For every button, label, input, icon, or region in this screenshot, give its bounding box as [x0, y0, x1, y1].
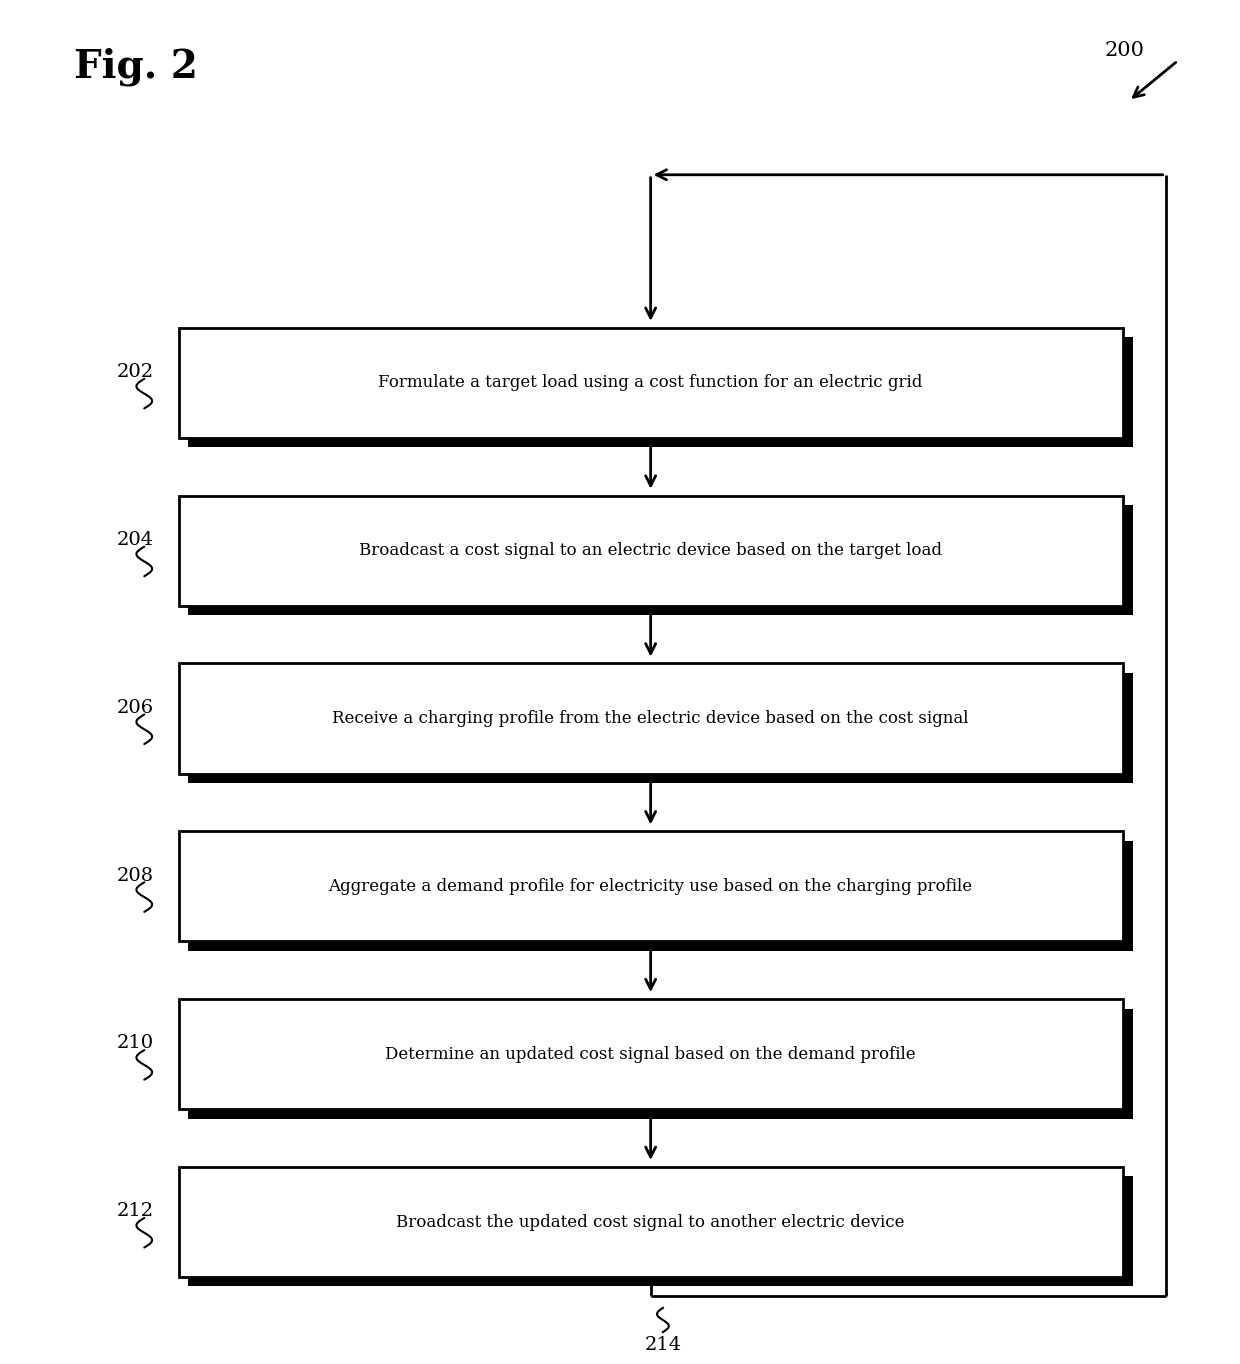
Text: Broadcast the updated cost signal to another electric device: Broadcast the updated cost signal to ano…	[397, 1214, 905, 1230]
FancyBboxPatch shape	[179, 663, 1122, 773]
FancyBboxPatch shape	[179, 1000, 1122, 1109]
Text: Receive a charging profile from the electric device based on the cost signal: Receive a charging profile from the elec…	[332, 711, 968, 727]
Text: 208: 208	[117, 866, 154, 885]
FancyBboxPatch shape	[188, 1008, 1132, 1118]
FancyBboxPatch shape	[188, 337, 1132, 447]
FancyBboxPatch shape	[188, 505, 1132, 615]
Text: Broadcast a cost signal to an electric device based on the target load: Broadcast a cost signal to an electric d…	[360, 543, 942, 559]
FancyBboxPatch shape	[179, 495, 1122, 606]
Text: 200: 200	[1105, 41, 1145, 60]
FancyBboxPatch shape	[188, 840, 1132, 951]
Text: 212: 212	[117, 1202, 154, 1221]
Text: 202: 202	[117, 363, 154, 381]
Text: 206: 206	[117, 698, 154, 717]
Text: 210: 210	[117, 1034, 154, 1053]
Text: Aggregate a demand profile for electricity use based on the charging profile: Aggregate a demand profile for electrici…	[329, 878, 972, 895]
Text: 214: 214	[645, 1337, 682, 1354]
FancyBboxPatch shape	[188, 1176, 1132, 1286]
FancyBboxPatch shape	[179, 831, 1122, 941]
FancyBboxPatch shape	[179, 327, 1122, 438]
Text: Fig. 2: Fig. 2	[74, 48, 198, 86]
Text: Determine an updated cost signal based on the demand profile: Determine an updated cost signal based o…	[386, 1046, 916, 1063]
Text: Formulate a target load using a cost function for an electric grid: Formulate a target load using a cost fun…	[378, 374, 923, 391]
FancyBboxPatch shape	[188, 672, 1132, 783]
FancyBboxPatch shape	[179, 1168, 1122, 1277]
Text: 204: 204	[117, 531, 154, 548]
